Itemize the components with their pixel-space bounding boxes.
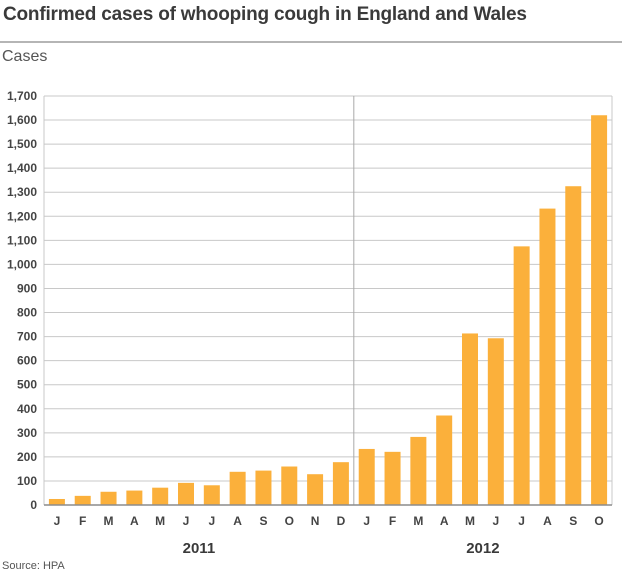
y-tick-label: 0	[30, 498, 37, 512]
bar	[591, 115, 608, 505]
year-group-label: 2011	[183, 540, 216, 557]
bar	[74, 495, 91, 505]
x-tick-label: D	[337, 514, 346, 528]
x-tick-label: N	[311, 514, 320, 528]
bar	[229, 471, 246, 505]
bar	[203, 485, 220, 505]
bar	[513, 246, 530, 505]
bar	[565, 186, 582, 505]
y-tick-label: 700	[17, 330, 37, 344]
x-tick-label: A	[543, 514, 552, 528]
y-tick-label: 500	[17, 378, 37, 392]
x-tick-label: M	[104, 514, 114, 528]
y-tick-label: 1,600	[7, 113, 37, 127]
bar	[436, 415, 453, 505]
y-tick-label: 1,000	[7, 257, 37, 271]
y-tick-label: 200	[17, 450, 37, 464]
bar	[100, 491, 117, 505]
bar	[410, 436, 427, 505]
y-axis-unit-label: Cases	[2, 48, 48, 65]
y-tick-label: 100	[17, 474, 37, 488]
x-tick-label: O	[594, 514, 603, 528]
x-tick-label: A	[440, 514, 449, 528]
y-tick-label: 1,100	[7, 233, 37, 247]
bar	[358, 448, 375, 505]
x-tick-label: A	[233, 514, 242, 528]
y-tick-label: 1,300	[7, 185, 37, 199]
x-tick-label: M	[465, 514, 475, 528]
bar	[462, 333, 478, 505]
x-tick-label: J	[363, 514, 370, 528]
bar	[487, 338, 504, 505]
bar	[126, 490, 143, 505]
x-tick-label: J	[518, 514, 525, 528]
y-tick-label: 800	[17, 306, 37, 320]
bar	[539, 208, 556, 506]
bar	[48, 498, 65, 505]
x-tick-label: A	[130, 514, 139, 528]
x-tick-label: O	[285, 514, 294, 528]
x-tick-label: J	[54, 514, 61, 528]
y-tick-label: 1,200	[7, 209, 37, 223]
x-tick-label: J	[492, 514, 499, 528]
x-tick-label: J	[208, 514, 215, 528]
bar	[152, 487, 169, 505]
y-tick-label: 400	[17, 402, 37, 416]
x-tick-label: S	[259, 514, 267, 528]
y-tick-label: 600	[17, 354, 37, 368]
year-group-label: 2012	[466, 540, 499, 557]
x-tick-label: M	[413, 514, 423, 528]
x-tick-label: F	[79, 514, 86, 528]
bar	[332, 462, 349, 505]
chart-title: Confirmed cases of whooping cough in Eng…	[3, 4, 527, 25]
x-tick-label: J	[183, 514, 190, 528]
x-tick-label: S	[569, 514, 577, 528]
bar	[178, 482, 194, 505]
y-tick-label: 1,500	[7, 137, 37, 151]
bar	[307, 474, 324, 505]
source-note: Source: HPA	[2, 560, 65, 572]
bar	[255, 470, 272, 505]
bar	[281, 466, 298, 505]
y-tick-label: 300	[17, 426, 37, 440]
y-tick-label: 900	[17, 281, 37, 295]
title-divider	[0, 41, 622, 43]
x-tick-label: M	[155, 514, 165, 528]
x-tick-label: F	[389, 514, 396, 528]
y-tick-label: 1,400	[7, 161, 37, 175]
y-tick-label: 1,700	[7, 89, 37, 103]
bar	[384, 451, 401, 505]
